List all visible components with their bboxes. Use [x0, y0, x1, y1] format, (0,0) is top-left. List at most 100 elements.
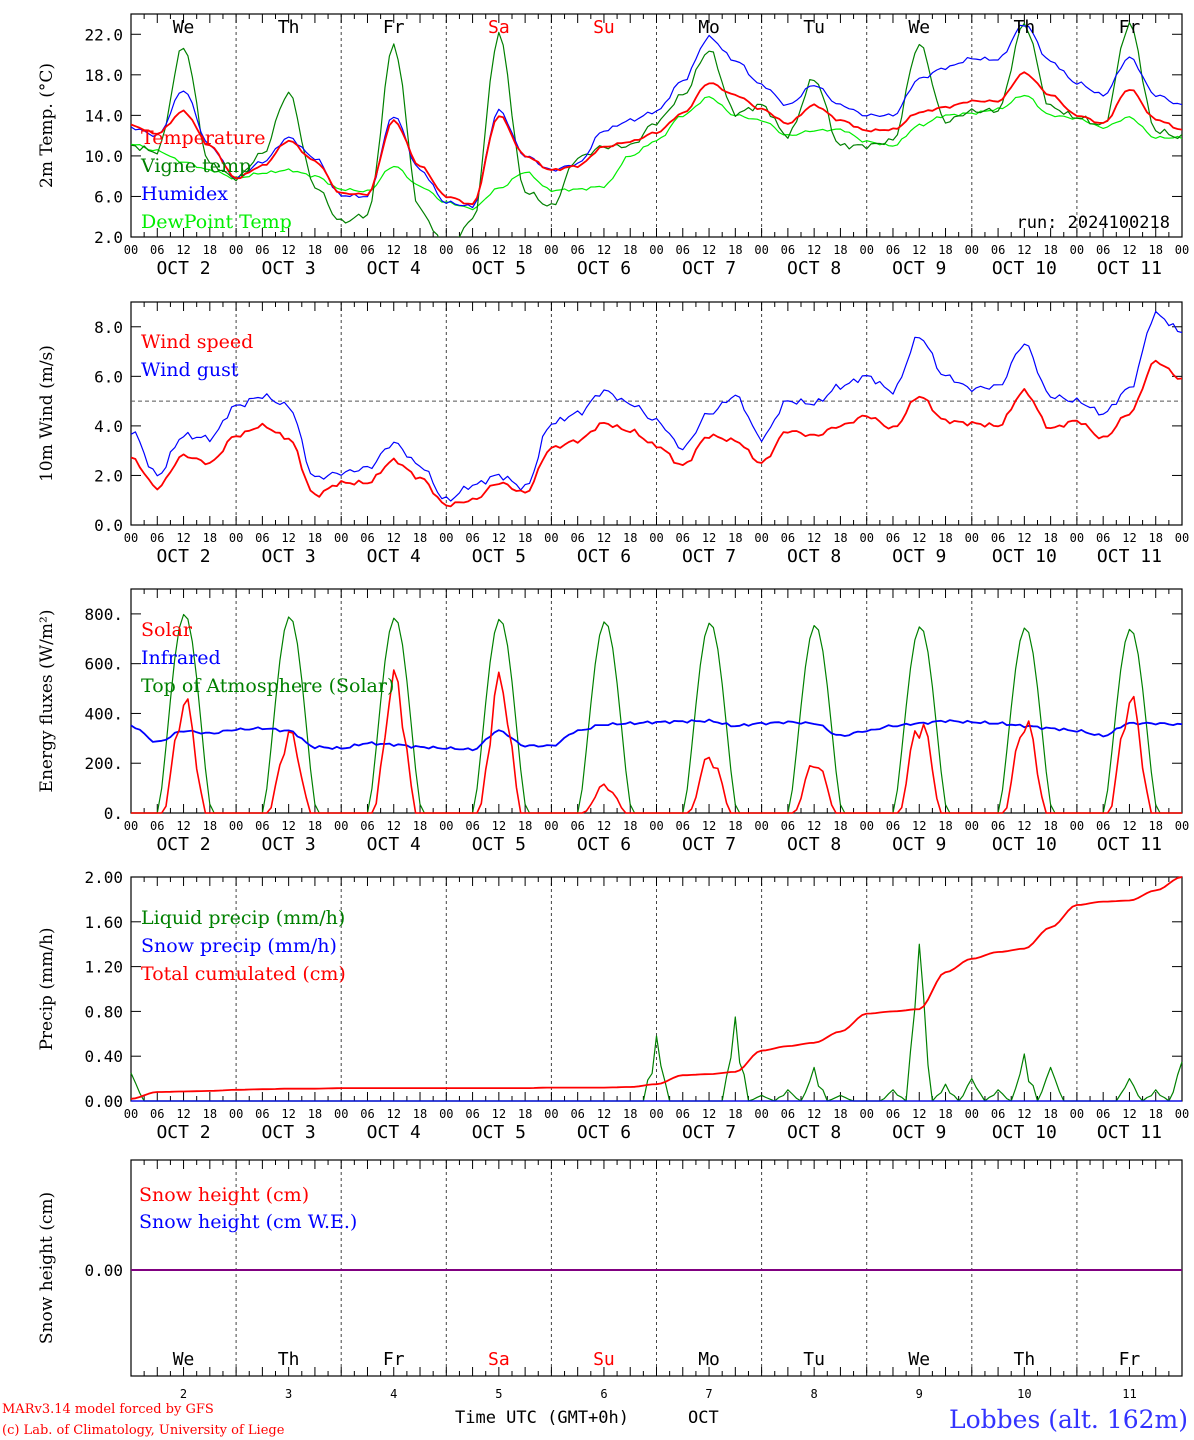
hour-tick-label: 06: [150, 243, 164, 257]
hour-tick-label: 00: [124, 819, 138, 833]
hour-tick-label: 06: [886, 1107, 900, 1121]
series-wind-gust: [130, 310, 1183, 502]
y-tick-label: 1.20: [84, 958, 123, 977]
y-tick-label: 8.0: [94, 318, 123, 337]
hour-tick-label: 12: [1017, 243, 1031, 257]
y-axis-label: 10m Wind (m/s): [37, 345, 57, 482]
hour-tick-label: 00: [544, 531, 558, 545]
day-number-label: 7: [705, 1387, 712, 1401]
hour-tick-label: 18: [1043, 531, 1057, 545]
hour-tick-label: 18: [1148, 243, 1162, 257]
weekday-label: We: [908, 17, 930, 38]
hour-tick-label: 18: [413, 531, 427, 545]
hour-tick-label: 18: [203, 531, 217, 545]
hour-tick-label: 18: [833, 531, 847, 545]
series-temperature: [131, 71, 1182, 206]
hour-tick-label: 00: [1175, 531, 1189, 545]
legend-entry: Humidex: [141, 183, 228, 205]
hour-tick-label: 06: [676, 819, 690, 833]
y-tick-label: 14.0: [84, 106, 123, 125]
date-label: OCT 3: [262, 1122, 316, 1143]
hour-tick-label: 00: [544, 1107, 558, 1121]
lab-credit: (c) Lab. of Climatology, University of L…: [2, 1423, 285, 1438]
date-label: OCT 11: [1097, 1122, 1162, 1143]
precip-panel: 00 06 12 18 00 06 12 18 00 06 12 18 00 06 12 18 00 06 12 18…: [37, 868, 1189, 1143]
hour-tick-label: 12: [281, 1107, 295, 1121]
hour-tick-label: 12: [492, 531, 506, 545]
date-label: OCT 4: [367, 546, 421, 567]
hour-tick-label: 18: [308, 531, 322, 545]
y-tick-label: 600.: [84, 655, 123, 674]
hour-tick-label: 18: [203, 243, 217, 257]
y-tick-label: 10.0: [84, 147, 123, 166]
hour-tick-label: 00: [124, 1107, 138, 1121]
hour-tick-label: 18: [728, 243, 742, 257]
y-tick-label: 0.: [104, 804, 123, 823]
hour-tick-label: 12: [1122, 531, 1136, 545]
hour-tick-label: 18: [728, 531, 742, 545]
legend-entry: Total cumulated (cm): [141, 963, 346, 985]
legend-entry: Temperature: [141, 127, 265, 149]
temperature-panel: 00 06 12 18 00 06 12 18 00 06 12 18 00 06 12 18 00 06 12 18…: [37, 13, 1189, 279]
weekday-label: We: [173, 17, 195, 38]
hour-tick-label: 06: [360, 1107, 374, 1121]
weekday-label: We: [908, 1349, 930, 1370]
hour-tick-label: 12: [702, 1107, 716, 1121]
hour-tick-label: 12: [387, 531, 401, 545]
legend-entry: Snow height (cm W.E.): [139, 1211, 357, 1233]
hour-tick-label: 12: [1017, 1107, 1031, 1121]
hour-tick-label: 06: [781, 531, 795, 545]
hour-tick-label: 06: [150, 819, 164, 833]
hour-tick-label: 12: [387, 819, 401, 833]
hour-tick-label: 00: [334, 819, 348, 833]
date-label: OCT 2: [156, 834, 210, 855]
day-number-label: 3: [285, 1387, 292, 1401]
hour-tick-label: 00: [439, 243, 453, 257]
date-label: OCT 2: [156, 1122, 210, 1143]
hour-tick-label: 12: [176, 243, 190, 257]
hour-tick-label: 12: [281, 531, 295, 545]
hour-tick-label: 18: [518, 1107, 532, 1121]
snow-panel: 0.00 Snow height (cm) Snow height (cm) Snow…: [37, 1159, 1183, 1401]
weekday-label: Mo: [698, 1349, 720, 1370]
hour-tick-label: 00: [1175, 243, 1189, 257]
hour-tick-label: 12: [1122, 1107, 1136, 1121]
date-label: OCT 11: [1097, 834, 1162, 855]
hour-tick-label: 18: [308, 819, 322, 833]
date-label: OCT 7: [682, 834, 736, 855]
hour-tick-label: 12: [912, 243, 926, 257]
hour-tick-label: 12: [912, 531, 926, 545]
weekday-label: Sa: [488, 17, 510, 38]
hour-tick-label: 00: [334, 243, 348, 257]
hour-tick-label: 18: [1148, 1107, 1162, 1121]
legend-entry: Snow precip (mm/h): [141, 935, 337, 957]
hour-tick-label: 06: [150, 531, 164, 545]
hour-tick-label: 00: [1070, 243, 1084, 257]
hour-tick-label: 12: [387, 243, 401, 257]
hour-tick-label: 06: [465, 531, 479, 545]
hour-tick-label: 12: [597, 531, 611, 545]
hour-tick-label: 18: [623, 243, 637, 257]
date-label: OCT 4: [367, 258, 421, 279]
date-label: OCT 8: [787, 1122, 841, 1143]
hour-tick-label: 12: [1017, 819, 1031, 833]
hour-tick-label: 00: [859, 243, 873, 257]
hour-tick-label: 00: [649, 243, 663, 257]
date-label: OCT 4: [367, 1122, 421, 1143]
hour-tick-label: 00: [754, 1107, 768, 1121]
hour-tick-label: 00: [334, 1107, 348, 1121]
date-label: OCT 3: [262, 258, 316, 279]
hour-tick-label: 18: [518, 243, 532, 257]
hour-tick-label: 12: [807, 819, 821, 833]
hour-tick-label: 12: [702, 531, 716, 545]
hour-tick-label: 06: [570, 819, 584, 833]
hour-tick-label: 00: [965, 1107, 979, 1121]
hour-tick-label: 00: [544, 243, 558, 257]
hour-tick-label: 12: [492, 1107, 506, 1121]
hour-tick-label: 18: [1043, 1107, 1057, 1121]
hour-tick-label: 12: [387, 1107, 401, 1121]
y-tick-label: 800.: [84, 605, 123, 624]
hour-tick-label: 00: [649, 531, 663, 545]
hour-tick-label: 18: [413, 819, 427, 833]
weekday-label: Su: [593, 17, 615, 38]
